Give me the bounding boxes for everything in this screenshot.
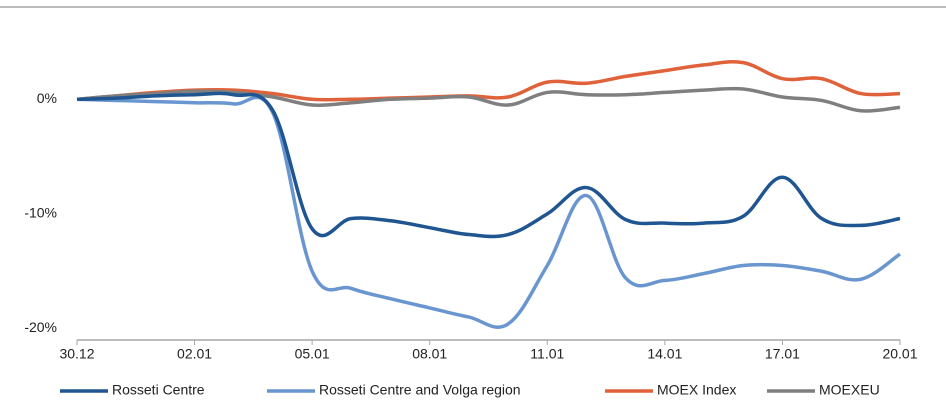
legend-label: MOEXEU	[819, 382, 880, 398]
series-line	[76, 91, 901, 239]
legend-label: Rosseti Centre	[112, 382, 205, 398]
x-tick-label: 11.01	[530, 346, 564, 362]
series-line	[76, 95, 902, 329]
y-tick-label: 0%	[37, 90, 57, 106]
legend-label: MOEX Index	[657, 382, 736, 398]
x-tick-label: 20.01	[882, 346, 917, 362]
x-tick-label: 17.01	[765, 346, 800, 362]
y-tick-label: -10%	[24, 205, 57, 221]
series-line	[76, 86, 901, 113]
x-tick-label: 30.12	[59, 346, 94, 362]
x-tick-label: 08.01	[412, 346, 447, 362]
legend-label: Rosseti Centre and Volga region	[319, 382, 521, 398]
x-tick-label: 14.01	[647, 346, 682, 362]
x-tick-label: 05.01	[295, 346, 330, 362]
y-tick-label: -20%	[24, 319, 57, 335]
x-tick-label: 02.01	[177, 346, 212, 362]
